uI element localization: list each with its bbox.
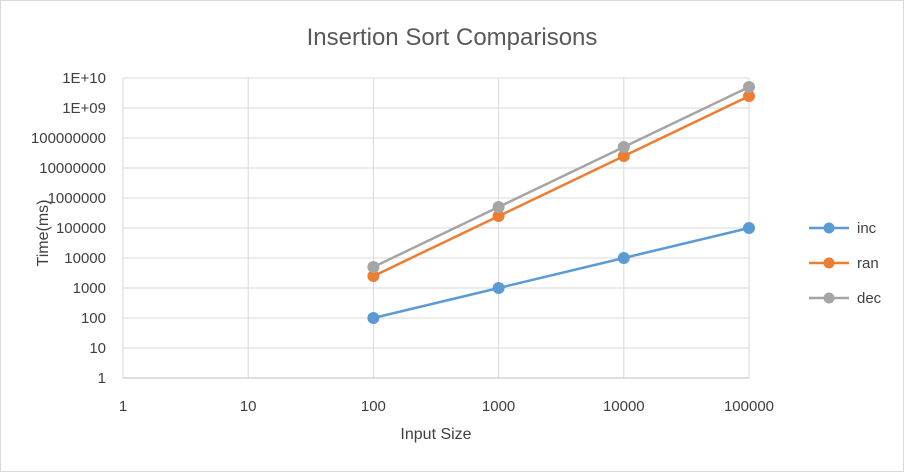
data-point-inc [743, 222, 755, 234]
y-tick-label: 10000000 [39, 160, 106, 177]
legend-swatch-marker-dec [823, 292, 835, 304]
x-tick-label: 1 [119, 398, 127, 415]
x-tick-labels: 1 10 100 1000 10000 100000 [119, 398, 774, 415]
data-point-dec [617, 141, 630, 154]
y-tick-label: 1 [98, 370, 106, 387]
x-tick-label: 1000 [482, 398, 515, 415]
y-tick-label: 100000 [56, 220, 106, 237]
y-tick-label: 1E+10 [62, 70, 106, 87]
legend-label-inc: inc [857, 220, 877, 237]
y-tick-labels: 1 10 100 1000 10000 100000 1000000 10000000 1000… [31, 70, 106, 387]
data-point-dec [743, 81, 755, 94]
data-point-inc [617, 252, 630, 264]
x-tick-label: 100000 [724, 398, 774, 415]
series-line-dec [372, 85, 750, 269]
legend-swatch-marker-inc [823, 222, 835, 234]
y-tick-label: 10 [89, 340, 106, 357]
y-tick-label: 1000000 [48, 190, 106, 207]
grid [122, 77, 750, 379]
y-tick-label: 10000 [64, 250, 106, 267]
y-tick-label: 100000000 [31, 130, 106, 147]
legend-label-ran: ran [857, 255, 879, 272]
legend: inc ran dec [809, 220, 882, 307]
y-tick-label: 100 [81, 310, 106, 327]
y-axis-label: Time(ms) [35, 200, 52, 267]
data-point-dec [492, 201, 505, 214]
x-tick-label: 10000 [603, 398, 645, 415]
data-point-inc [367, 312, 380, 324]
data-point-dec [367, 261, 380, 274]
x-tick-label: 10 [240, 398, 257, 415]
data-point-inc [492, 282, 505, 294]
y-tick-label: 1E+09 [62, 100, 106, 117]
series-group [367, 81, 755, 324]
series-line-ran [372, 94, 750, 278]
legend-label-dec: dec [857, 290, 882, 307]
x-axis-label: Input Size [400, 426, 471, 443]
legend-swatch-marker-ran [823, 257, 835, 269]
x-tick-label: 100 [361, 398, 386, 415]
chart-title: Insertion Sort Comparisons [307, 24, 598, 51]
series-line-inc [373, 226, 750, 320]
y-tick-label: 1000 [73, 280, 106, 297]
